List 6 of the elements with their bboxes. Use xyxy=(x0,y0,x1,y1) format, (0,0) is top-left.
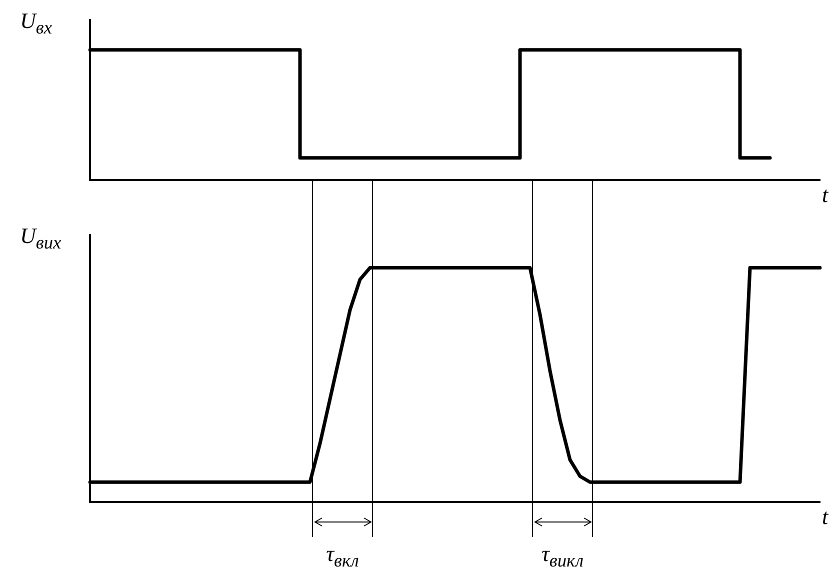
y-axis-title: U$_{вх}$ xyxy=(20,8,52,38)
text: τ$_{вкл}$ xyxy=(325,540,360,572)
x-axis-title: t xyxy=(822,504,828,530)
x-axis-title: t xyxy=(822,182,828,208)
text: τ$_{викл}$ xyxy=(540,540,584,572)
y-axis-title: U$_{вих}$ xyxy=(20,223,62,254)
